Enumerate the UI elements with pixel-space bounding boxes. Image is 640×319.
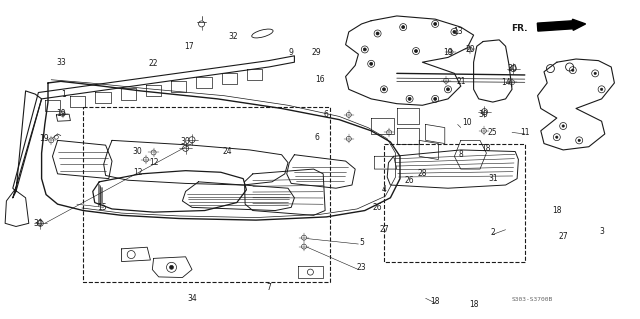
Text: 22: 22 (149, 59, 158, 68)
Text: 6: 6 (324, 110, 329, 119)
Text: 30: 30 (180, 137, 191, 146)
Text: 29: 29 (312, 48, 322, 57)
Text: 27: 27 (379, 225, 389, 234)
Text: 11: 11 (520, 128, 529, 137)
Text: 18: 18 (552, 206, 561, 215)
Text: 14: 14 (500, 78, 511, 87)
Text: 3: 3 (599, 227, 604, 236)
Circle shape (562, 125, 564, 127)
Text: 6: 6 (314, 133, 319, 142)
Text: 26: 26 (372, 203, 383, 212)
Text: 23: 23 (356, 263, 367, 272)
Text: 5: 5 (359, 238, 364, 247)
Circle shape (447, 88, 449, 91)
Circle shape (556, 136, 558, 138)
Text: 34: 34 (187, 294, 197, 303)
Circle shape (402, 26, 404, 29)
Circle shape (170, 265, 173, 269)
Text: 30: 30 (33, 219, 44, 228)
Text: 9: 9 (289, 48, 294, 57)
Text: 31: 31 (488, 174, 498, 183)
Text: 25: 25 (488, 128, 498, 137)
Text: 1: 1 (61, 90, 67, 99)
Text: S303-S3700B: S303-S3700B (512, 297, 553, 302)
Text: 4: 4 (381, 185, 387, 194)
Text: 18: 18 (469, 300, 478, 309)
Circle shape (415, 49, 417, 53)
Text: 19: 19 (56, 109, 66, 118)
Text: 33: 33 (56, 58, 66, 67)
Text: 24: 24 (222, 147, 232, 156)
Text: 32: 32 (228, 32, 239, 41)
Circle shape (600, 88, 603, 91)
Text: 7: 7 (266, 283, 271, 292)
Text: 19: 19 (38, 134, 49, 143)
Text: 2: 2 (490, 228, 495, 237)
Text: 18: 18 (431, 297, 440, 306)
Circle shape (408, 97, 411, 100)
Circle shape (572, 69, 574, 71)
Circle shape (383, 88, 385, 91)
Text: 20: 20 (465, 45, 476, 54)
Circle shape (434, 97, 436, 100)
Circle shape (594, 72, 596, 75)
Text: 19: 19 (443, 48, 453, 57)
Circle shape (370, 62, 372, 65)
Text: 12: 12 (133, 168, 142, 177)
Text: 18: 18 (482, 144, 491, 153)
Text: 13: 13 (452, 27, 463, 36)
Circle shape (364, 48, 366, 51)
Circle shape (376, 32, 379, 35)
Text: 15: 15 (97, 203, 108, 212)
Text: 16: 16 (315, 75, 325, 84)
Text: 30: 30 (478, 110, 488, 119)
Circle shape (453, 30, 456, 33)
Text: 21: 21 (456, 77, 465, 86)
Text: 17: 17 (184, 42, 194, 51)
Text: FR.: FR. (511, 24, 528, 33)
Text: 30: 30 (507, 64, 517, 73)
Text: 27: 27 (558, 232, 568, 241)
Circle shape (578, 139, 580, 142)
Text: 30: 30 (132, 147, 143, 156)
Text: 28: 28 (418, 169, 427, 178)
Text: 8: 8 (458, 150, 463, 159)
Text: 12: 12 (149, 158, 158, 167)
FancyArrow shape (538, 19, 586, 31)
Text: 10: 10 (462, 118, 472, 127)
Circle shape (434, 22, 436, 26)
Text: 26: 26 (404, 176, 415, 185)
